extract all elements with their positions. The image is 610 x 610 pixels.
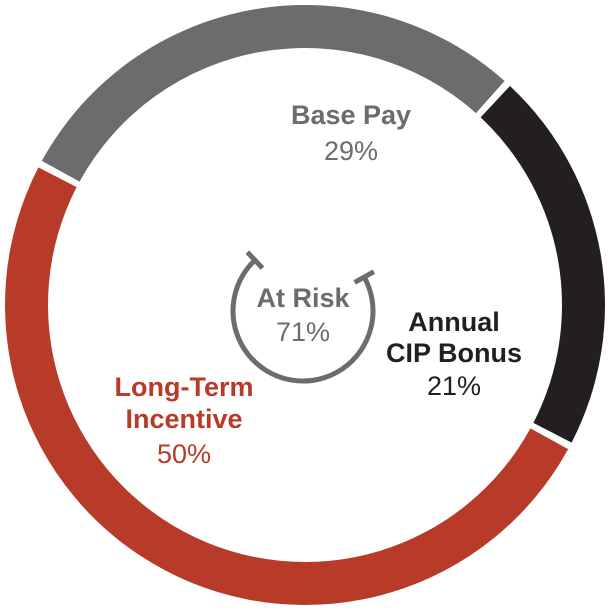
slice-base-pay	[41, 5, 505, 182]
at-risk-value: 71%	[276, 317, 330, 347]
slice-label-base-pay: Base Pay 29%	[291, 100, 411, 166]
cip-bonus-value: 21%	[427, 371, 481, 401]
base-pay-value: 29%	[324, 136, 378, 166]
at-risk-arc-end-cap	[245, 250, 265, 270]
slice-long-term-incentive	[4, 167, 569, 606]
at-risk-arc-start-cap	[353, 269, 376, 285]
donut-slices	[4, 5, 606, 606]
lti-label-line1: Long-Term	[115, 372, 254, 402]
slice-label-cip-bonus: Annual CIP Bonus 21%	[386, 307, 522, 401]
lti-label-line2: Incentive	[125, 404, 242, 434]
at-risk-indicator: At Risk 71%	[230, 250, 376, 384]
slice-label-long-term-incentive: Long-Term Incentive 50%	[115, 372, 254, 469]
slice-annual-cip-bonus	[480, 85, 606, 443]
at-risk-title: At Risk	[256, 283, 350, 313]
lti-value: 50%	[157, 439, 211, 469]
cip-bonus-label-line2: CIP Bonus	[386, 338, 522, 368]
base-pay-label: Base Pay	[291, 100, 411, 130]
cip-bonus-label-line1: Annual	[408, 307, 500, 337]
at-risk-arc	[230, 258, 376, 384]
